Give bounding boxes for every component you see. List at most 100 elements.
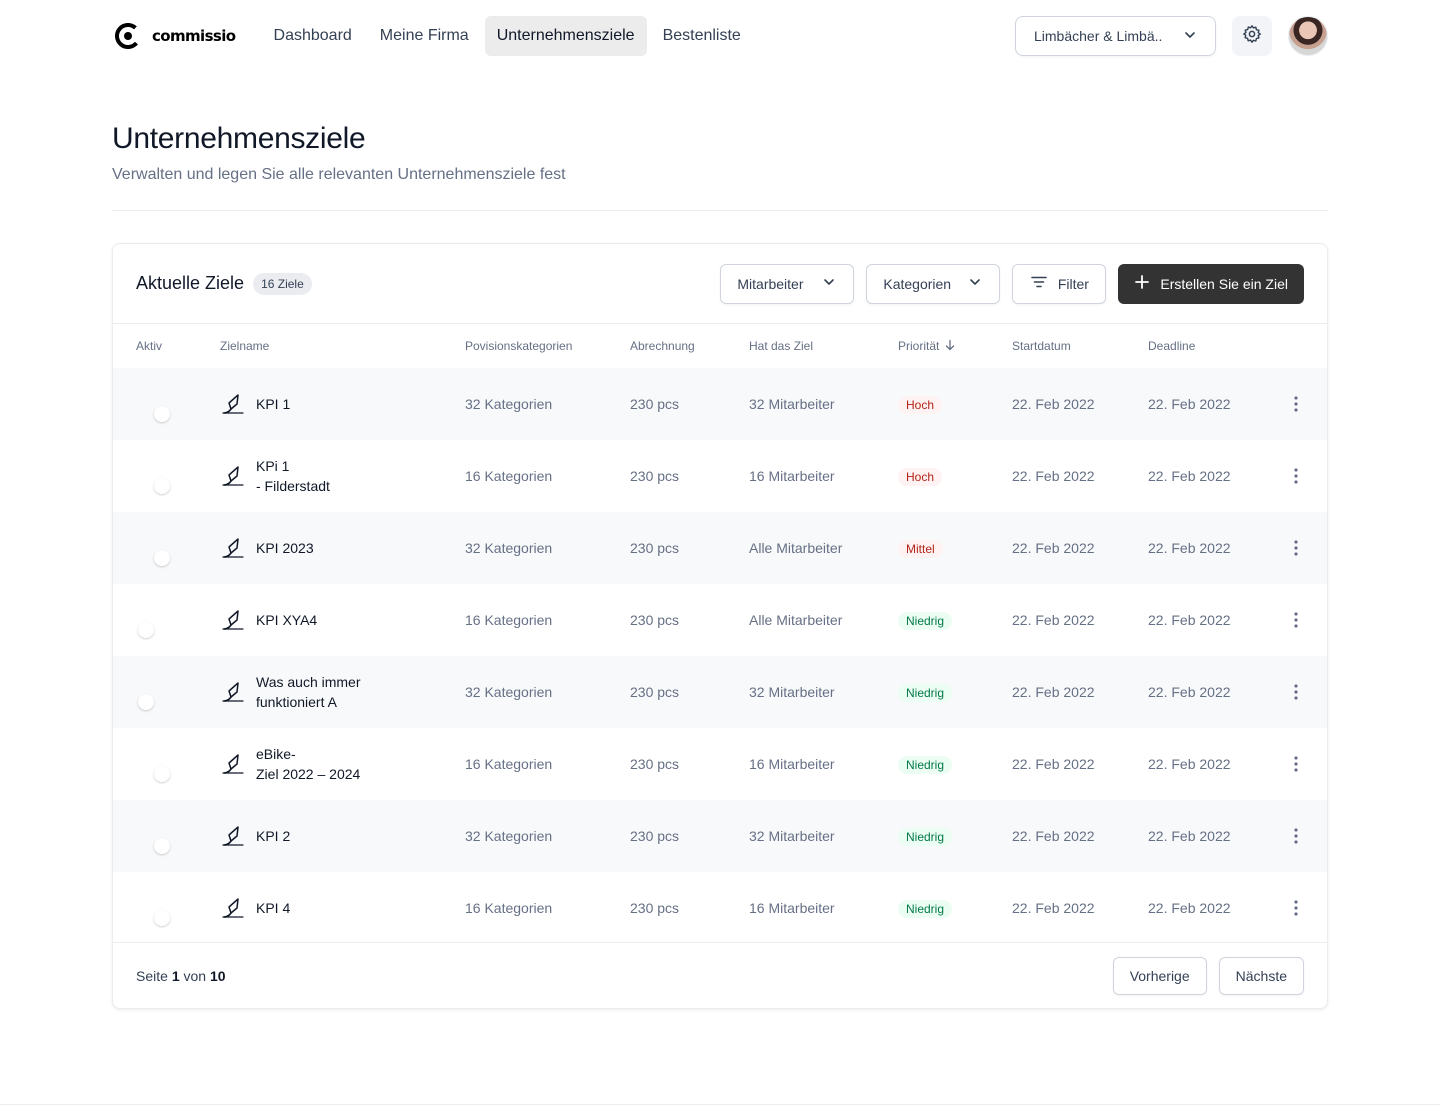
assigned-cell: Alle Mitarbeiter — [749, 540, 843, 556]
nav-link-meine-firma[interactable]: Meine Firma — [379, 27, 469, 44]
priority-cell: Niedrig — [898, 827, 953, 846]
table-row[interactable]: KPI 2023 32 Kategorien 230 pcs Alle Mitarbe… — [113, 512, 1327, 584]
table-row[interactable]: KPI XYA4 16 Kategorien 230 pcs Alle Mitarbe… — [113, 584, 1327, 656]
page-total: 10 — [209, 967, 226, 984]
goal-name: KPI 2 — [256, 828, 291, 844]
card-actions: Mitarbeiter Kategorien Filter — [720, 263, 1304, 304]
col-header-prio[interactable]: Priorität — [898, 339, 956, 354]
pager: Vorherige Nächste — [1112, 956, 1304, 995]
priority-badge: Niedrig — [898, 683, 953, 702]
table-row[interactable]: eBike- Ziel 2022 – 2024 16 Kategorien 230 … — [113, 728, 1327, 800]
row-menu-button[interactable] — [1286, 394, 1306, 414]
priority-cell: Niedrig — [898, 611, 953, 630]
row-menu-button[interactable] — [1286, 754, 1306, 774]
categories-cell: 32 Kategorien — [465, 684, 553, 700]
assigned-cell: Alle Mitarbeiter — [749, 612, 843, 628]
col-header-zielname: Zielname — [220, 339, 270, 353]
priority-badge: Niedrig — [898, 899, 953, 918]
goal-flag-icon — [220, 895, 246, 921]
nav-link-unternehmensziele[interactable]: Unternehmensziele — [484, 16, 647, 56]
row-menu-button[interactable] — [1286, 826, 1306, 846]
goal-name: KPI XYA4 — [256, 612, 318, 628]
goal-name-cell[interactable]: eBike- Ziel 2022 – 2024 — [220, 744, 360, 784]
deadline-cell: 22. Feb 2022 — [1148, 756, 1231, 772]
page-header: Unternehmensziele Verwalten und legen Si… — [112, 118, 1328, 187]
goal-name-cell[interactable]: KPI 2 — [220, 823, 290, 849]
goal-count-badge: 16 Ziele — [253, 272, 312, 295]
goal-flag-icon — [220, 535, 246, 561]
assigned-cell: 32 Mitarbeiter — [749, 396, 835, 412]
table-row[interactable]: KPI 4 16 Kategorien 230 pcs 16 Mitarbeiter N… — [113, 872, 1327, 944]
nav-right: Limbächer & Limbä.. — [1015, 16, 1328, 56]
deadline-cell: 22. Feb 2022 — [1148, 468, 1231, 484]
pagination-footer: Seite 1 von 10 Vorherige Nächste — [113, 942, 1327, 1008]
filter-button[interactable]: Filter — [1012, 263, 1107, 304]
col-header-deadline: Deadline — [1148, 339, 1196, 353]
goal-name-cell[interactable]: KPi 1 - Filderstadt — [220, 456, 330, 496]
row-menu-button[interactable] — [1286, 610, 1306, 630]
billing-cell: 230 pcs — [630, 684, 680, 700]
goals-card: Aktuelle Ziele 16 Ziele Mitarbeiter Kate… — [112, 243, 1328, 1009]
next-page-button[interactable]: Nächste — [1218, 956, 1304, 995]
table-row[interactable]: KPI 2 32 Kategorien 230 pcs 32 Mitarbeiter N… — [113, 800, 1327, 872]
col-header-aktiv: Aktiv — [136, 339, 163, 353]
page-current: 1 — [171, 967, 180, 984]
chevron-down-icon — [821, 274, 837, 293]
goal-flag-icon — [220, 607, 246, 633]
row-menu-button[interactable] — [1286, 538, 1306, 558]
dots-vertical-icon — [1286, 394, 1306, 414]
dots-vertical-icon — [1286, 466, 1306, 486]
row-menu-button[interactable] — [1286, 898, 1306, 918]
filter-label: Filter — [1057, 275, 1089, 292]
start-date-cell: 22. Feb 2022 — [1012, 540, 1095, 556]
goal-name: KPI 4 — [256, 900, 291, 916]
category-filter-dropdown[interactable]: Kategorien — [866, 263, 1001, 304]
employee-filter-dropdown[interactable]: Mitarbeiter — [720, 263, 855, 304]
col-header-abrechnung: Abrechnung — [630, 339, 695, 353]
goal-name: KPI 1 — [256, 396, 291, 412]
row-menu-button[interactable] — [1286, 682, 1306, 702]
start-date-cell: 22. Feb 2022 — [1012, 468, 1095, 484]
page-bottom-divider — [0, 1104, 1440, 1105]
table-row[interactable]: Was auch immer funktioniert A 32 Kategori… — [113, 656, 1327, 728]
goal-name-cell[interactable]: KPI 1 — [220, 391, 290, 417]
logo[interactable]: commissio — [112, 20, 236, 52]
goal-name-cell[interactable]: KPI 4 — [220, 895, 290, 921]
col-header-hat: Hat das Ziel — [749, 339, 814, 353]
assigned-cell: 32 Mitarbeiter — [749, 684, 835, 700]
nav-link-bestenliste[interactable]: Bestenliste — [662, 27, 741, 44]
deadline-cell: 22. Feb 2022 — [1148, 612, 1231, 628]
dots-vertical-icon — [1286, 538, 1306, 558]
priority-badge: Hoch — [898, 395, 943, 414]
deadline-cell: 22. Feb 2022 — [1148, 540, 1231, 556]
goal-name-cell[interactable]: KPI 2023 — [220, 535, 314, 561]
table-row[interactable]: KPi 1 - Filderstadt 16 Kategorien 230 pcs 1… — [113, 440, 1327, 512]
create-goal-button[interactable]: Erstellen Sie ein Ziel — [1118, 263, 1304, 304]
goal-name: KPI 2023 — [256, 540, 314, 556]
deadline-cell: 22. Feb 2022 — [1148, 684, 1231, 700]
chevron-down-icon — [967, 274, 983, 293]
row-menu-button[interactable] — [1286, 466, 1306, 486]
table-row[interactable]: KPI 1 32 Kategorien 230 pcs 32 Mitarbeiter H… — [113, 368, 1327, 440]
billing-cell: 230 pcs — [630, 756, 680, 772]
avatar[interactable] — [1288, 16, 1328, 56]
arrow-down-icon — [944, 339, 956, 354]
start-date-cell: 22. Feb 2022 — [1012, 900, 1095, 916]
start-date-cell: 22. Feb 2022 — [1012, 828, 1095, 844]
header-divider — [112, 210, 1328, 211]
goal-name-cell[interactable]: KPI XYA4 — [220, 607, 317, 633]
deadline-cell: 22. Feb 2022 — [1148, 396, 1231, 412]
nav-link-dashboard[interactable]: Dashboard — [273, 27, 352, 44]
billing-cell: 230 pcs — [630, 396, 680, 412]
dots-vertical-icon — [1286, 610, 1306, 630]
start-date-cell: 22. Feb 2022 — [1012, 756, 1095, 772]
categories-cell: 32 Kategorien — [465, 396, 553, 412]
goal-name-cell[interactable]: Was auch immer funktioniert A — [220, 672, 361, 712]
company-select[interactable]: Limbächer & Limbä.. — [1015, 16, 1216, 56]
settings-button[interactable] — [1232, 16, 1272, 56]
priority-cell: Niedrig — [898, 755, 953, 774]
nav-links: Dashboard Meine Firma Unternehmensziele Bes… — [262, 16, 753, 56]
priority-badge: Mittel — [898, 539, 943, 558]
previous-page-button[interactable]: Vorherige — [1112, 956, 1207, 995]
billing-cell: 230 pcs — [630, 468, 680, 484]
